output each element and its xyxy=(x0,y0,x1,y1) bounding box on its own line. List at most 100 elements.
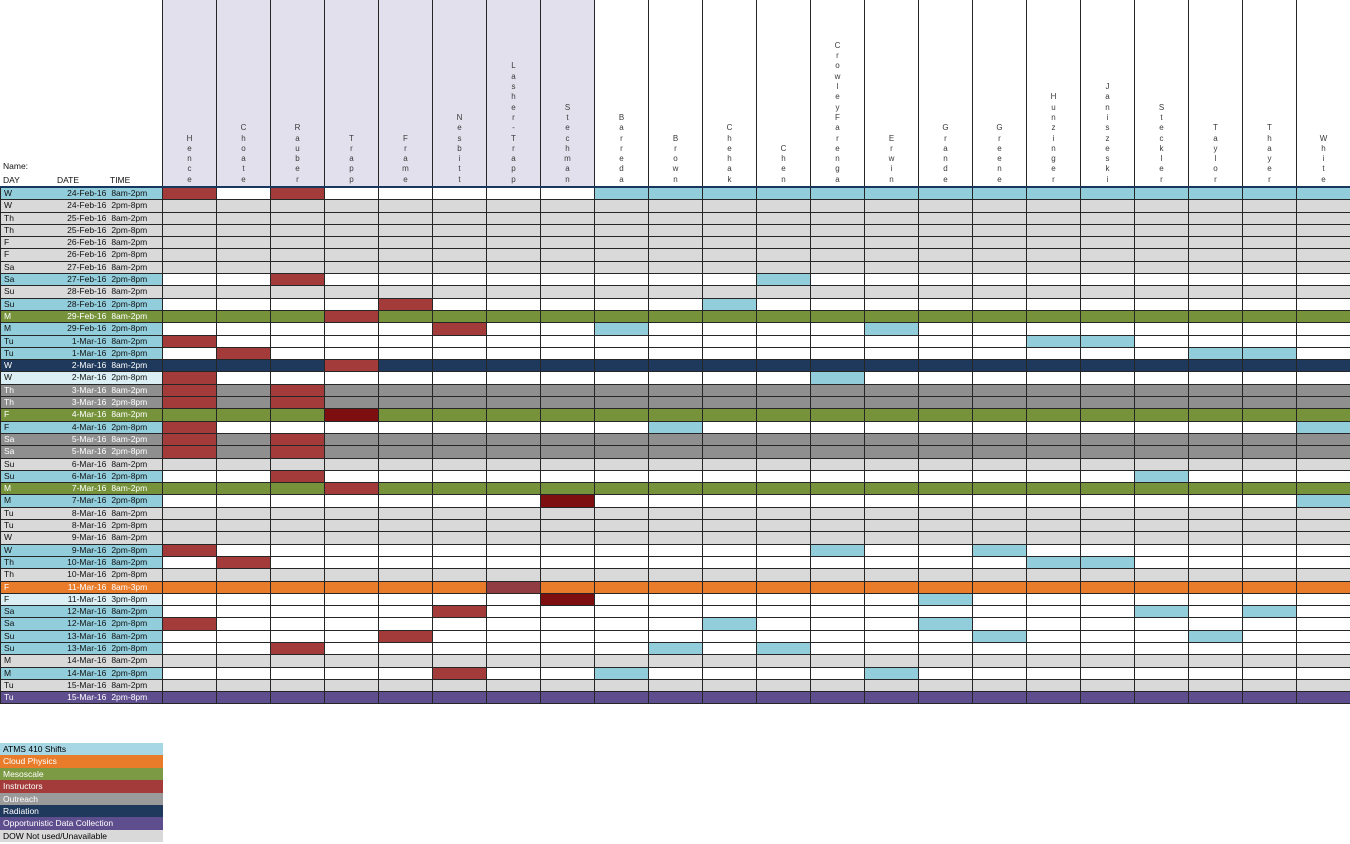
shift-cell[interactable] xyxy=(432,593,486,606)
shift-cell[interactable] xyxy=(162,372,216,384)
shift-cell[interactable] xyxy=(972,286,1026,298)
shift-cell[interactable] xyxy=(1296,470,1350,483)
row-time-cell[interactable]: 8am-2pm xyxy=(111,507,148,518)
shift-cell[interactable] xyxy=(810,569,864,581)
shift-cell[interactable] xyxy=(432,237,486,249)
shift-cell[interactable] xyxy=(1242,544,1296,556)
shift-cell[interactable] xyxy=(1080,335,1134,347)
shift-cell[interactable] xyxy=(918,446,972,458)
shift-cell[interactable] xyxy=(270,692,324,704)
shift-cell[interactable] xyxy=(972,237,1026,249)
shift-cell[interactable] xyxy=(1188,544,1242,556)
shift-cell[interactable] xyxy=(270,532,324,544)
shift-cell[interactable] xyxy=(972,655,1026,667)
row-time-cell[interactable]: 2pm-8pm xyxy=(111,642,148,653)
shift-cell[interactable] xyxy=(594,495,648,507)
shift-cell[interactable] xyxy=(702,520,756,532)
shift-cell[interactable] xyxy=(1242,335,1296,347)
shift-cell[interactable] xyxy=(378,409,432,421)
row-label[interactable]: W 9-Mar-16 8am-2pm xyxy=(0,532,162,544)
shift-cell[interactable] xyxy=(810,372,864,384)
shift-cell[interactable] xyxy=(270,495,324,507)
row-time-cell[interactable]: 2pm-8pm xyxy=(111,200,148,211)
shift-cell[interactable] xyxy=(1242,360,1296,372)
shift-cell[interactable] xyxy=(594,249,648,261)
shift-cell[interactable] xyxy=(324,667,378,679)
shift-cell[interactable] xyxy=(486,446,540,458)
shift-cell[interactable] xyxy=(486,679,540,692)
shift-cell[interactable] xyxy=(486,323,540,335)
shift-cell[interactable] xyxy=(432,274,486,286)
shift-cell[interactable] xyxy=(324,569,378,581)
shift-cell[interactable] xyxy=(756,667,810,679)
shift-cell[interactable] xyxy=(864,642,918,655)
shift-cell[interactable] xyxy=(1026,433,1080,446)
shift-cell[interactable] xyxy=(756,397,810,409)
shift-cell[interactable] xyxy=(972,274,1026,286)
shift-cell[interactable] xyxy=(270,556,324,569)
shift-cell[interactable] xyxy=(432,532,486,544)
shift-cell[interactable] xyxy=(1134,261,1188,274)
row-date-cell[interactable]: 13-Mar-16 xyxy=(67,642,107,653)
shift-cell[interactable] xyxy=(270,569,324,581)
shift-cell[interactable] xyxy=(594,347,648,360)
shift-cell[interactable] xyxy=(378,483,432,495)
shift-cell[interactable] xyxy=(162,298,216,310)
shift-cell[interactable] xyxy=(162,274,216,286)
shift-cell[interactable] xyxy=(1188,642,1242,655)
row-time-cell[interactable]: 2pm-8pm xyxy=(111,421,148,432)
row-date-cell[interactable]: 12-Mar-16 xyxy=(67,606,107,617)
shift-cell[interactable] xyxy=(1080,274,1134,286)
shift-cell[interactable] xyxy=(378,630,432,642)
shift-cell[interactable] xyxy=(378,520,432,532)
shift-cell[interactable] xyxy=(594,323,648,335)
shift-cell[interactable] xyxy=(1242,409,1296,421)
shift-cell[interactable] xyxy=(810,397,864,409)
row-date-cell[interactable]: 25-Feb-16 xyxy=(67,212,107,223)
shift-cell[interactable] xyxy=(1026,286,1080,298)
row-day-cell[interactable]: Su xyxy=(4,470,15,481)
shift-cell[interactable] xyxy=(1080,495,1134,507)
shift-cell[interactable] xyxy=(162,458,216,470)
shift-cell[interactable] xyxy=(270,470,324,483)
shift-cell[interactable] xyxy=(324,495,378,507)
shift-cell[interactable] xyxy=(162,606,216,618)
row-label[interactable]: W 24-Feb-16 2pm-8pm xyxy=(0,200,162,212)
shift-cell[interactable] xyxy=(216,360,270,372)
shift-cell[interactable] xyxy=(1080,593,1134,606)
shift-cell[interactable] xyxy=(702,323,756,335)
row-day-cell[interactable]: Th xyxy=(4,397,14,408)
shift-cell[interactable] xyxy=(162,433,216,446)
shift-cell[interactable] xyxy=(1296,556,1350,569)
row-day-cell[interactable]: Sa xyxy=(4,274,15,285)
shift-cell[interactable] xyxy=(594,606,648,618)
shift-cell[interactable] xyxy=(810,630,864,642)
shift-cell[interactable] xyxy=(864,569,918,581)
shift-cell[interactable] xyxy=(918,544,972,556)
shift-cell[interactable] xyxy=(486,224,540,237)
shift-cell[interactable] xyxy=(486,409,540,421)
shift-cell[interactable] xyxy=(540,372,594,384)
row-day-cell[interactable]: Th xyxy=(4,224,14,235)
shift-cell[interactable] xyxy=(972,335,1026,347)
shift-cell[interactable] xyxy=(1080,532,1134,544)
shift-cell[interactable] xyxy=(594,237,648,249)
shift-cell[interactable] xyxy=(756,224,810,237)
shift-cell[interactable] xyxy=(1296,667,1350,679)
shift-cell[interactable] xyxy=(1242,569,1296,581)
shift-cell[interactable] xyxy=(1188,310,1242,323)
row-time-cell[interactable]: 8am-2pm xyxy=(111,335,148,346)
shift-cell[interactable] xyxy=(864,679,918,692)
shift-cell[interactable] xyxy=(162,409,216,421)
shift-cell[interactable] xyxy=(1026,692,1080,704)
row-date-cell[interactable]: 24-Feb-16 xyxy=(67,188,107,198)
shift-cell[interactable] xyxy=(594,384,648,397)
shift-cell[interactable] xyxy=(270,323,324,335)
shift-cell[interactable] xyxy=(162,593,216,606)
shift-cell[interactable] xyxy=(810,347,864,360)
shift-cell[interactable] xyxy=(378,224,432,237)
shift-cell[interactable] xyxy=(918,593,972,606)
shift-cell[interactable] xyxy=(324,409,378,421)
shift-cell[interactable] xyxy=(810,298,864,310)
shift-cell[interactable] xyxy=(486,286,540,298)
